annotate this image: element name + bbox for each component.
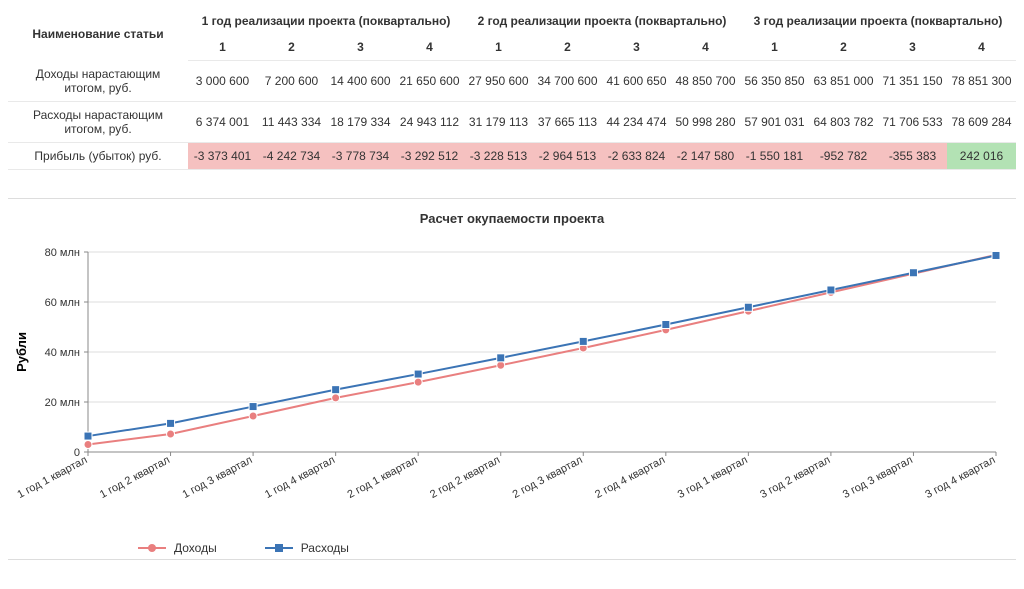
cell-value: 78 851 300 bbox=[947, 61, 1016, 102]
x-tick-label: 2 год 4 квартал bbox=[593, 454, 667, 501]
legend-marker-square-icon bbox=[265, 547, 293, 549]
cell-value: 18 179 334 bbox=[326, 101, 395, 142]
x-tick-label: 3 год 3 квартал bbox=[841, 454, 915, 501]
cell-value: 21 650 600 bbox=[395, 61, 464, 102]
cell-value: -1 550 181 bbox=[740, 142, 809, 169]
cell-value: -2 964 513 bbox=[533, 142, 602, 169]
chart-container: Расчет окупаемости проекта 020 млн40 млн… bbox=[8, 198, 1016, 560]
cell-value: 41 600 650 bbox=[602, 61, 671, 102]
x-tick-label: 1 год 1 квартал bbox=[15, 454, 89, 501]
cell-value: 11 443 334 bbox=[257, 101, 326, 142]
quarter-header: 3 bbox=[326, 34, 395, 61]
x-tick-label: 3 год 2 квартал bbox=[758, 454, 832, 501]
cell-value: 63 851 000 bbox=[809, 61, 878, 102]
quarter-header: 4 bbox=[671, 34, 740, 61]
name-header: Наименование статьи bbox=[8, 8, 188, 61]
svg-text:80 млн: 80 млн bbox=[45, 247, 80, 259]
cell-value: -355 383 bbox=[878, 142, 947, 169]
table-header-groups: Наименование статьи 1 год реализации про… bbox=[8, 8, 1016, 34]
cell-value: 242 016 bbox=[947, 142, 1016, 169]
row-label: Прибыль (убыток) руб. bbox=[8, 142, 188, 169]
svg-text:20 млн: 20 млн bbox=[45, 397, 80, 409]
year-group-1: 1 год реализации проекта (поквартально) bbox=[188, 8, 464, 34]
cell-value: 78 609 284 bbox=[947, 101, 1016, 142]
table-row: Прибыль (убыток) руб.-3 373 401-4 242 73… bbox=[8, 142, 1016, 169]
quarter-header: 1 bbox=[464, 34, 533, 61]
x-tick-label: 2 год 1 квартал bbox=[346, 454, 420, 501]
cell-value: -952 782 bbox=[809, 142, 878, 169]
x-tick-label: 3 год 1 квартал bbox=[676, 454, 750, 501]
quarter-header: 4 bbox=[947, 34, 1016, 61]
cell-value: 34 700 600 bbox=[533, 61, 602, 102]
legend-label: Расходы bbox=[301, 541, 349, 555]
cell-value: -3 373 401 bbox=[188, 142, 257, 169]
y-axis-label: Рубли bbox=[14, 332, 29, 372]
quarter-header: 2 bbox=[533, 34, 602, 61]
cell-value: 71 351 150 bbox=[878, 61, 947, 102]
cell-value: 50 998 280 bbox=[671, 101, 740, 142]
x-tick-label: 2 год 2 квартал bbox=[428, 454, 502, 501]
cell-value: -3 228 513 bbox=[464, 142, 533, 169]
x-tick-label: 3 год 4 квартал bbox=[923, 454, 997, 501]
svg-text:60 млн: 60 млн bbox=[45, 297, 80, 309]
cell-value: 48 850 700 bbox=[671, 61, 740, 102]
cell-value: 24 943 112 bbox=[395, 101, 464, 142]
cell-value: -3 778 734 bbox=[326, 142, 395, 169]
table-row: Расходы нарастающим итогом, руб.6 374 00… bbox=[8, 101, 1016, 142]
quarter-header: 2 bbox=[257, 34, 326, 61]
cell-value: 56 350 850 bbox=[740, 61, 809, 102]
x-tick-label: 1 год 4 квартал bbox=[263, 454, 337, 501]
payback-chart: 020 млн40 млн60 млн80 млн1 год 1 квартал… bbox=[8, 232, 1016, 532]
cell-value: 3 000 600 bbox=[188, 61, 257, 102]
svg-text:40 млн: 40 млн bbox=[45, 347, 80, 359]
legend-label: Доходы bbox=[174, 541, 217, 555]
x-tick-label: 1 год 2 квартал bbox=[98, 454, 172, 501]
cell-value: -2 633 824 bbox=[602, 142, 671, 169]
legend-item: Расходы bbox=[265, 541, 349, 555]
quarter-header: 3 bbox=[602, 34, 671, 61]
cell-value: 6 374 001 bbox=[188, 101, 257, 142]
quarter-header: 1 bbox=[740, 34, 809, 61]
cell-value: 31 179 113 bbox=[464, 101, 533, 142]
x-tick-label: 2 год 3 квартал bbox=[511, 454, 585, 501]
cell-value: 44 234 474 bbox=[602, 101, 671, 142]
year-group-3: 3 год реализации проекта (поквартально) bbox=[740, 8, 1016, 34]
x-tick-label: 1 год 3 квартал bbox=[180, 454, 254, 501]
chart-legend: Доходы Расходы bbox=[138, 541, 1016, 555]
cell-value: 57 901 031 bbox=[740, 101, 809, 142]
cell-value: 64 803 782 bbox=[809, 101, 878, 142]
quarter-header: 3 bbox=[878, 34, 947, 61]
row-label: Расходы нарастающим итогом, руб. bbox=[8, 101, 188, 142]
chart-title: Расчет окупаемости проекта bbox=[8, 211, 1016, 226]
cell-value: 27 950 600 bbox=[464, 61, 533, 102]
cell-value: 37 665 113 bbox=[533, 101, 602, 142]
cell-value: -3 292 512 bbox=[395, 142, 464, 169]
cell-value: -4 242 734 bbox=[257, 142, 326, 169]
legend-marker-circle-icon bbox=[138, 547, 166, 549]
table-row: Доходы нарастающим итогом, руб.3 000 600… bbox=[8, 61, 1016, 102]
cell-value: 14 400 600 bbox=[326, 61, 395, 102]
row-label: Доходы нарастающим итогом, руб. bbox=[8, 61, 188, 102]
quarter-header: 1 bbox=[188, 34, 257, 61]
payback-table: Наименование статьи 1 год реализации про… bbox=[8, 8, 1016, 170]
year-group-2: 2 год реализации проекта (поквартально) bbox=[464, 8, 740, 34]
cell-value: 7 200 600 bbox=[257, 61, 326, 102]
cell-value: 71 706 533 bbox=[878, 101, 947, 142]
legend-item: Доходы bbox=[138, 541, 217, 555]
quarter-header: 2 bbox=[809, 34, 878, 61]
quarter-header: 4 bbox=[395, 34, 464, 61]
cell-value: -2 147 580 bbox=[671, 142, 740, 169]
